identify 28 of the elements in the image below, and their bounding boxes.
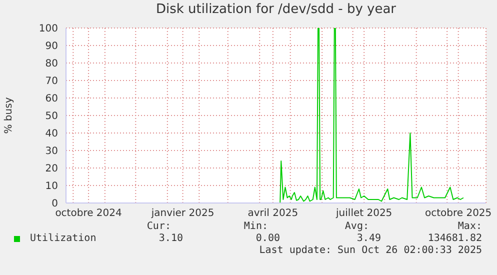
y-tick-label: 90 — [45, 41, 58, 52]
text: Avg: — [344, 221, 369, 232]
text: 134681.82 — [428, 233, 482, 244]
text: 3.49 — [356, 233, 381, 244]
y-tick-label: 40 — [45, 128, 58, 140]
text: Cur: — [146, 221, 171, 232]
legend-label: Utilization — [29, 233, 96, 244]
y-tick-label: 50 — [45, 111, 58, 122]
text: Min: — [244, 221, 268, 232]
text: 3.10 — [158, 233, 183, 244]
y-axis-title: % busy — [4, 97, 15, 134]
y-tick-label: 0 — [52, 198, 58, 210]
x-tick-label: octobre 2025 — [425, 208, 492, 220]
y-tick-label: 30 — [45, 146, 58, 158]
x-tick-label: avril 2025 — [248, 208, 298, 220]
y-tick-label: 70 — [45, 76, 58, 88]
text: Last update: Sun Oct 26 02:00:33 2025 — [259, 245, 482, 256]
y-tick-label: 60 — [45, 94, 58, 105]
chart-title: Disk utilization for /dev/sdd - by year — [154, 2, 398, 17]
y-tick-label: 20 — [45, 164, 58, 175]
x-tick-label: janvier 2025 — [150, 208, 214, 220]
text: Max: — [458, 221, 482, 232]
text: 0.00 — [256, 233, 280, 244]
x-tick-label: juillet 2025 — [335, 208, 392, 220]
x-tick-label: octobre 2024 — [55, 208, 122, 220]
y-tick-label: 100 — [38, 24, 58, 35]
y-tick-label: 80 — [45, 58, 58, 70]
y-tick-label: 10 — [45, 181, 58, 192]
